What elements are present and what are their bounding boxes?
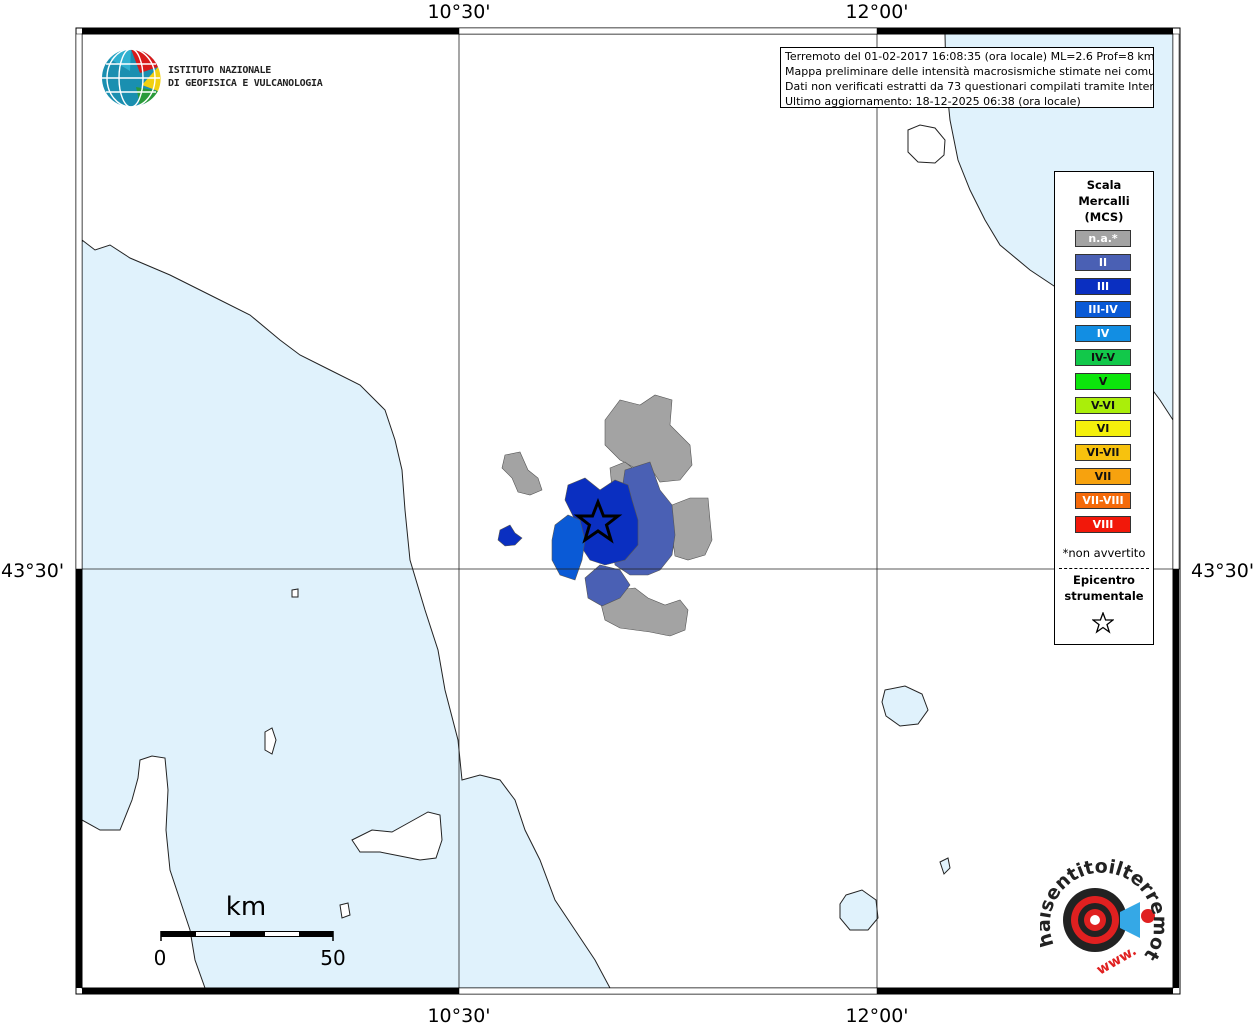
scale-min: 0 (154, 946, 167, 970)
ancona-coast (907, 124, 946, 164)
legend-swatch: V-VI (1075, 396, 1131, 414)
grid-label-top-1: 10°30' (427, 1, 490, 23)
grid-label-right: 43°30' (1191, 560, 1254, 582)
legend-swatch: IV (1075, 325, 1131, 343)
legend-title-line-2: Mercalli (1078, 194, 1130, 208)
intensity-polygons (497, 394, 713, 637)
event-info-line-3: Dati non verificati estratti da 73 quest… (785, 80, 1154, 93)
event-info-line-4: Ultimo aggiornamento: 18-12-2025 06:38 (… (785, 95, 1081, 108)
area-iii (497, 524, 523, 547)
legend-swatch: IV-V (1075, 348, 1131, 366)
legend-swatch: n.a.* (1075, 230, 1131, 247)
area-na (501, 451, 543, 496)
graticule (76, 28, 1180, 994)
legend-separator (1059, 568, 1149, 569)
legend-swatch: VIII (1075, 515, 1131, 533)
grid-label-bottom-2: 12°00' (845, 1005, 908, 1024)
ingv-line-1: ISTITUTO NAZIONALE (168, 65, 271, 76)
legend-swatch: II (1075, 253, 1131, 271)
hst-logo: haisentitoilterremoto.it www. (1040, 850, 1170, 978)
ingv-line-2: DI GEOFISICA E VULCANOLOGIA (168, 78, 323, 89)
event-info-line-2: Mappa preliminare delle intensità macros… (785, 65, 1154, 78)
grid-label-bottom-1: 10°30' (427, 1005, 490, 1024)
legend-swatch: III-IV (1075, 301, 1131, 319)
map-frame (75, 27, 1181, 995)
grid-label-left: 43°30' (1, 560, 64, 582)
island-capraia (264, 727, 277, 755)
globe-logo-icon (102, 48, 161, 108)
legend-title: Scala Mercalli (MCS) (1055, 177, 1153, 225)
epicenter-star-icon (573, 497, 623, 544)
mcs-legend: Scala Mercalli (MCS) n.a.* II III III-IV IV I… (1054, 171, 1154, 645)
lake-bolsena (839, 889, 879, 931)
legend-title-line-1: Scala (1086, 178, 1122, 192)
scale-max: 50 (320, 946, 345, 970)
legend-epicenter-line-2: strumentale (1064, 589, 1144, 603)
lake-trasimeno (881, 685, 929, 727)
island-elba (351, 811, 443, 861)
legend-swatch: VI (1075, 420, 1131, 438)
legend-swatch: III (1075, 277, 1131, 295)
ingv-logo-text: ISTITUTO NAZIONALE DI GEOFISICA E VULCAN… (168, 64, 323, 90)
legend-swatch: VII-VIII (1075, 491, 1131, 509)
tyrrhenian-sea (82, 239, 611, 988)
legend-swatch: VII (1075, 467, 1131, 485)
legend-epicenter-label: Epicentro strumentale (1055, 572, 1153, 604)
event-info-line-1: Terremoto del 01-02-2017 16:08:35 (ora l… (785, 50, 1154, 63)
island-pianosa (339, 902, 351, 919)
target-logo-icon (1063, 888, 1155, 952)
area-na (599, 587, 689, 637)
ingv-logo (100, 47, 162, 113)
legend-swatches: n.a.* II III III-IV IV IV-V V V-VI VI VI-VII VII VI… (1075, 230, 1133, 539)
corsica (82, 755, 206, 988)
scale-bar: km 0 50 (154, 892, 346, 970)
legend-swatch: VI-VII (1075, 444, 1131, 462)
scale-unit: km (226, 892, 266, 922)
legend-note: *non avvertito (1062, 546, 1146, 560)
island-gorgona (291, 588, 299, 598)
legend-epicenter-line-1: Epicentro (1073, 573, 1135, 587)
lake-chiusi (939, 857, 951, 875)
star-icon (1092, 612, 1114, 634)
legend-swatch: V (1075, 372, 1131, 390)
legend-title-line-3: (MCS) (1084, 210, 1124, 224)
area-na (671, 497, 713, 561)
area-iii-iv (551, 514, 586, 581)
grid-label-top-2: 12°00' (845, 1, 908, 23)
area-ii (584, 564, 631, 607)
event-info-box: Terremoto del 01-02-2017 16:08:35 (ora l… (780, 47, 1154, 108)
